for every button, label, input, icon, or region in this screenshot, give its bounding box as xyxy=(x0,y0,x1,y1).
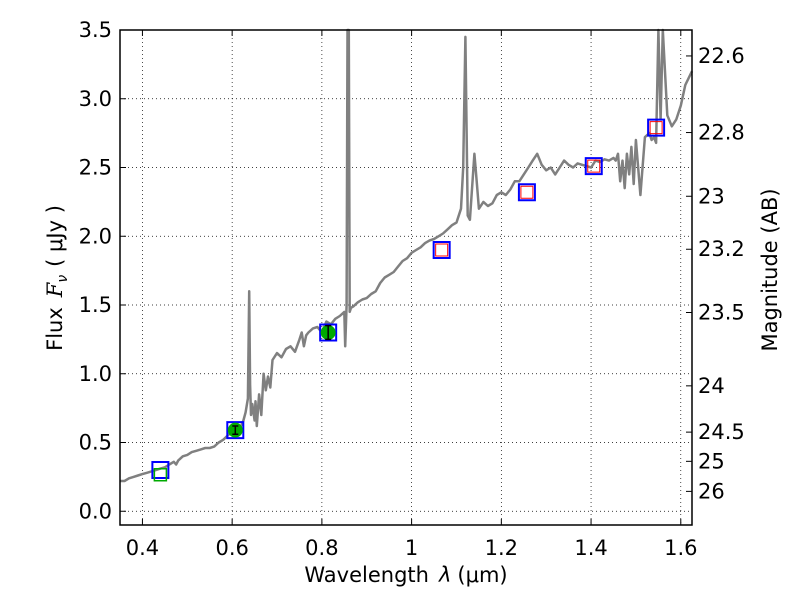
right-axis-title: Magnitude (AB) xyxy=(758,188,782,351)
x-tick-label: 0.4 xyxy=(126,536,159,560)
y-tick-label: 2.0 xyxy=(79,224,112,248)
y-axis-title-symbol: F xyxy=(43,281,67,298)
photometry-point-K xyxy=(647,118,666,137)
photometry-point-H xyxy=(584,157,603,176)
model-box xyxy=(432,241,451,259)
observed-box xyxy=(153,468,168,482)
model-box xyxy=(647,118,666,137)
y-tick-label: 2.5 xyxy=(79,156,112,180)
mag-tick-label: 25 xyxy=(698,449,725,473)
model-box xyxy=(584,157,603,176)
mag-tick-label: 22.8 xyxy=(698,121,745,145)
y-axis-title-sub: ν xyxy=(55,275,71,283)
y-tick-label: 3.0 xyxy=(79,87,112,111)
model-inner-box xyxy=(587,159,601,173)
model-spectrum-line xyxy=(120,28,694,483)
plot-frame xyxy=(119,29,693,526)
model-box xyxy=(226,421,245,440)
mag-tick-label: 23.5 xyxy=(698,301,745,325)
photometry-point-J xyxy=(432,241,451,259)
y-axis-title-prefix: Flux xyxy=(43,307,67,351)
x-tick-label: 0.6 xyxy=(215,536,248,560)
photometry-point-V xyxy=(226,421,245,440)
x-axis-title-prefix: Wavelength xyxy=(304,563,429,587)
photometry-layer xyxy=(151,118,666,482)
mag-tick-label: 22.6 xyxy=(698,44,745,68)
model-inner-box xyxy=(435,243,449,257)
grid xyxy=(120,30,692,525)
y-axis-title-units: ( μJy ) xyxy=(43,205,67,267)
y-tick-label: 1.0 xyxy=(79,362,112,386)
y-tick-label: 1.5 xyxy=(79,293,112,317)
x-tick-label: 1 xyxy=(405,536,418,560)
y-tick-label: 0.5 xyxy=(79,431,112,455)
model-inner-box xyxy=(649,121,663,135)
axis-ticks: 0.4 0.6 0.8 1 1.2 1.4 1.6 0.0 0.5 1.0 1.5 2.0 2.5 3.0… xyxy=(79,18,745,560)
photometry-point-I xyxy=(319,323,338,342)
x-tick-label: 0.8 xyxy=(305,536,338,560)
model-inner-box xyxy=(520,185,534,199)
mag-tick-label: 24 xyxy=(698,374,725,398)
x-axis-title: Wavelength λ (μm) xyxy=(304,563,507,587)
photometry-point-Y xyxy=(517,183,536,202)
x-axis-title-units: (μm) xyxy=(457,563,507,587)
y-tick-label: 0.0 xyxy=(79,499,112,523)
model-box xyxy=(517,183,536,202)
mag-tick-label: 24.5 xyxy=(698,420,745,444)
x-tick-label: 1.2 xyxy=(485,536,518,560)
y-tick-label: 3.5 xyxy=(79,18,112,42)
x-tick-label: 1.4 xyxy=(574,536,607,560)
mag-tick-label: 26 xyxy=(698,479,725,503)
y-axis-title: Flux Fν ( μJy ) xyxy=(43,205,71,351)
model-box xyxy=(151,461,170,479)
mag-tick-label: 23 xyxy=(698,184,725,208)
x-axis-title-symbol: λ xyxy=(438,563,451,587)
photometry-point-B xyxy=(151,461,170,482)
spectrum-layer xyxy=(120,28,694,483)
mag-tick-label: 23.2 xyxy=(698,237,745,261)
x-tick-label: 1.6 xyxy=(664,536,697,560)
model-box xyxy=(319,323,338,342)
